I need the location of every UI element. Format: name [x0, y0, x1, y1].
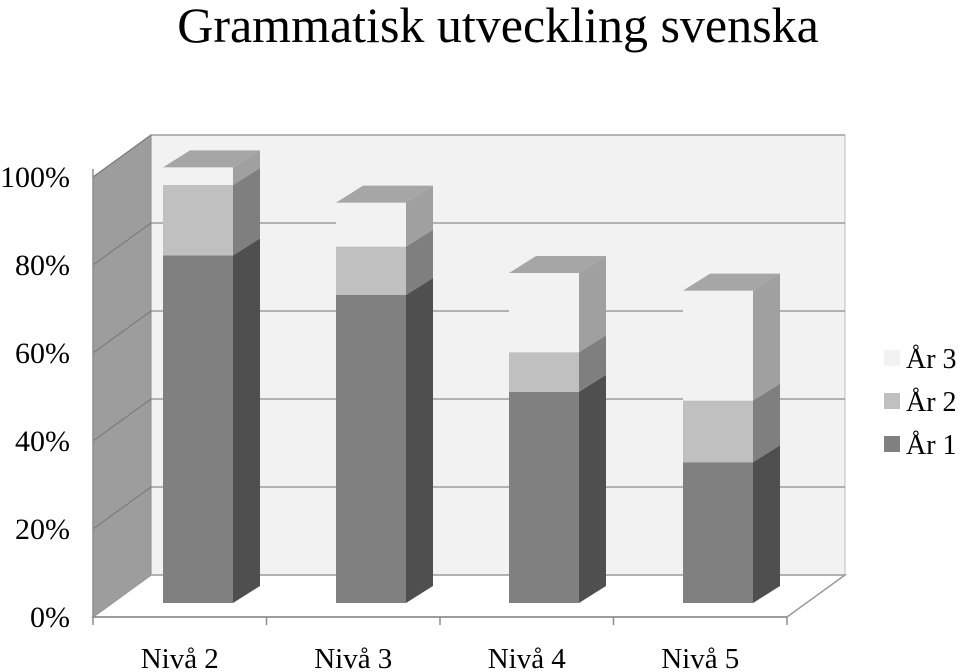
bar — [509, 256, 606, 353]
x-tick-label: Nivå 5 — [661, 643, 739, 672]
side-wall — [92, 134, 152, 618]
axes: 0% 20% 40% 60% 80% 100% Nivå 2 Nivå 3 Nivå 4 Nivå… — [0, 161, 788, 672]
bar-side — [233, 168, 260, 256]
bar-side — [753, 273, 780, 401]
bar-front — [163, 185, 233, 256]
gridline-side — [92, 310, 152, 354]
bar-front — [336, 295, 406, 603]
gridline-side — [92, 222, 152, 266]
bar-top — [163, 150, 260, 168]
x-tick-label: Nivå 3 — [314, 643, 392, 672]
legend-swatch — [884, 350, 900, 366]
y-tick-label: 20% — [15, 513, 70, 546]
legend-item: År 2 — [884, 387, 957, 418]
bar-front — [683, 290, 753, 401]
bar — [336, 185, 433, 247]
bar-side — [753, 445, 780, 603]
legend-swatch — [884, 393, 900, 409]
chart-walls — [90, 134, 848, 618]
bar-front — [683, 462, 753, 603]
gridline-side — [92, 486, 152, 530]
bar — [163, 238, 260, 603]
bar-side — [406, 185, 433, 247]
x-tick-label: Nivå 2 — [141, 643, 219, 672]
legend-label: År 2 — [906, 387, 957, 418]
bar-side — [579, 374, 606, 603]
bar-top — [683, 273, 780, 291]
bar — [336, 229, 433, 295]
bar-front — [509, 352, 579, 392]
bar — [683, 383, 780, 463]
bar-side — [579, 335, 606, 392]
bar-side — [233, 150, 260, 185]
bar — [509, 335, 606, 392]
y-tick-label: 100% — [0, 161, 70, 194]
bar-front — [336, 202, 406, 247]
bar-front — [163, 255, 233, 603]
bar — [163, 168, 260, 256]
bar-top — [336, 185, 433, 203]
bar — [683, 445, 780, 603]
gridline-side — [92, 134, 152, 178]
bar — [163, 150, 260, 185]
y-tick-label: 40% — [15, 425, 70, 458]
bar-front — [509, 273, 579, 353]
legend-item: År 3 — [884, 344, 957, 375]
bar-top — [509, 256, 606, 273]
bar — [683, 273, 780, 401]
legend-item: År 1 — [884, 430, 957, 461]
x-tick-label: Nivå 4 — [488, 643, 567, 672]
bars — [163, 150, 780, 603]
bar-front — [683, 400, 753, 463]
chart-title: Grammatisk utveckling svenska — [177, 0, 819, 53]
bar — [336, 278, 433, 603]
legend: År 3 År 2 År 1 — [884, 344, 957, 461]
y-tick-label: 60% — [15, 337, 70, 370]
bar-side — [579, 256, 606, 353]
bar-side — [233, 238, 260, 603]
bar-front — [509, 391, 579, 603]
bar-side — [406, 229, 433, 295]
legend-label: År 3 — [906, 344, 957, 375]
y-tick-label: 80% — [15, 249, 70, 282]
legend-swatch — [884, 436, 900, 452]
bar — [509, 374, 606, 603]
bar-front — [163, 167, 233, 185]
y-tick-label: 0% — [30, 601, 70, 634]
bar-front — [336, 246, 406, 295]
gridline-side — [92, 398, 152, 442]
bar-side — [406, 278, 433, 603]
bar-side — [753, 383, 780, 463]
legend-label: År 1 — [906, 430, 957, 461]
